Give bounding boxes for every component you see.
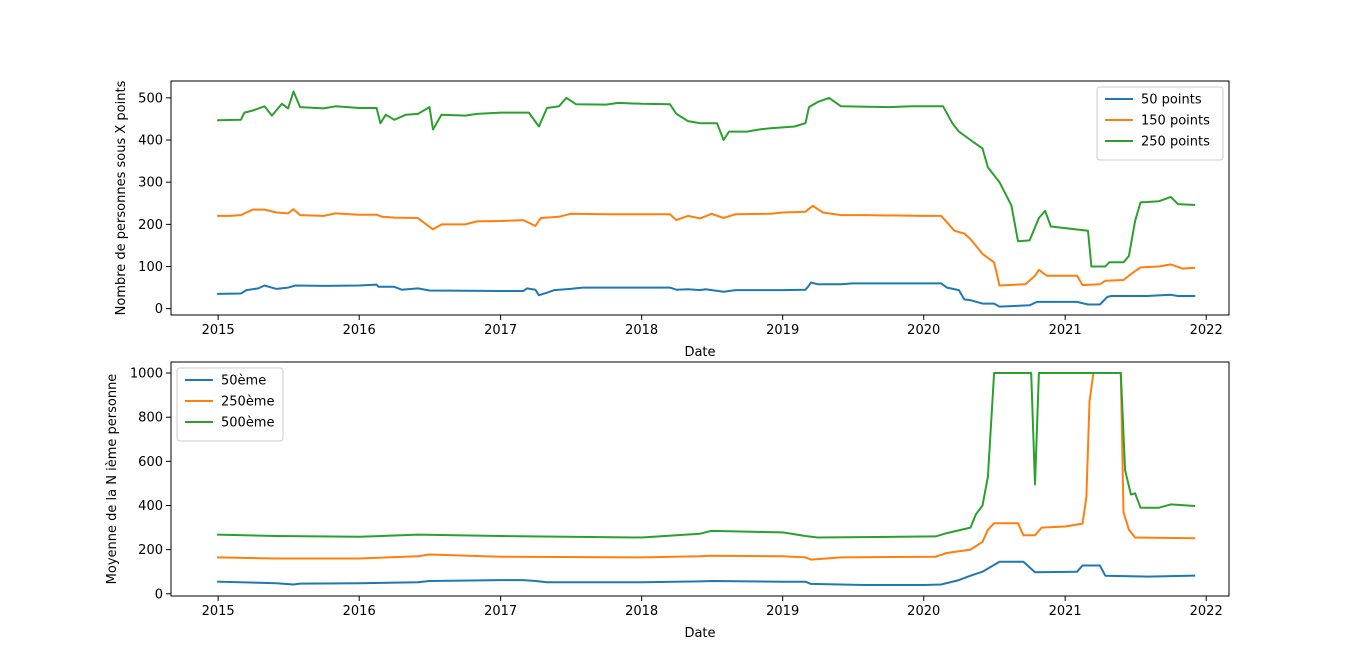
chart-panel-1: 2015 2016 2017 2018 2019 2020 2021 2022 0 100 200 3… <box>114 80 1230 360</box>
x-tick-label: 2016 <box>343 604 376 619</box>
series-line-1 <box>217 560 1196 586</box>
plot-frame <box>170 80 1230 316</box>
x-axis-label: Date <box>684 345 715 360</box>
x-tick-label: 2015 <box>202 323 235 338</box>
x-tick-label: 2019 <box>766 604 799 619</box>
series-line-3 <box>217 372 1196 539</box>
y-tick-label: 1000 <box>130 367 163 382</box>
x-tick-label: 2017 <box>484 323 517 338</box>
x-tick-label: 2022 <box>1190 323 1223 338</box>
y-tick-label: 0 <box>155 587 163 602</box>
chart-panel-2: 2015 2016 2017 2018 2019 2020 2021 2022 0 200 400 6… <box>105 361 1230 641</box>
legend: 50ème 250ème 500ème <box>176 367 284 442</box>
y-axis-label: Nombre de personnes sous X points <box>114 80 129 315</box>
x-tick-label: 2015 <box>202 604 235 619</box>
y-tick-label: 300 <box>138 176 163 191</box>
y-tick-label: 100 <box>138 260 163 275</box>
y-tick-label: 0 <box>155 302 163 317</box>
legend-label-2: 150 points <box>1141 114 1210 129</box>
x-tick-label: 2021 <box>1049 604 1082 619</box>
series-line-2 <box>217 372 1196 561</box>
x-tick-label: 2022 <box>1190 604 1223 619</box>
y-tick-label: 800 <box>138 411 163 426</box>
x-axis-label: Date <box>684 626 715 641</box>
y-tick-label: 200 <box>138 218 163 233</box>
legend-label-1: 50ème <box>221 374 266 389</box>
y-tick-label: 500 <box>138 91 163 106</box>
y-tick-label: 400 <box>138 134 163 149</box>
y-axis-label: Moyenne de la N ième personne <box>105 374 120 585</box>
legend-label-2: 250ème <box>221 395 274 410</box>
x-tick-label: 2016 <box>343 323 376 338</box>
legend: 50 points 150 points 250 points <box>1096 86 1224 161</box>
x-tick-label: 2020 <box>907 323 940 338</box>
legend-label-1: 50 points <box>1141 93 1202 108</box>
x-tick-label: 2020 <box>907 604 940 619</box>
x-tick-label: 2021 <box>1049 323 1082 338</box>
plot-frame <box>170 361 1230 597</box>
y-tick-label: 600 <box>138 455 163 470</box>
x-tick-label: 2018 <box>625 323 658 338</box>
series-line-1 <box>217 281 1196 308</box>
x-tick-label: 2017 <box>484 604 517 619</box>
y-tick-label: 200 <box>138 543 163 558</box>
x-tick-label: 2019 <box>766 323 799 338</box>
legend-label-3: 250 points <box>1141 135 1210 150</box>
series-line-2 <box>217 204 1196 287</box>
series-line-3 <box>217 90 1196 268</box>
y-tick-label: 400 <box>138 499 163 514</box>
x-tick-label: 2018 <box>625 604 658 619</box>
legend-label-3: 500ème <box>221 416 274 431</box>
